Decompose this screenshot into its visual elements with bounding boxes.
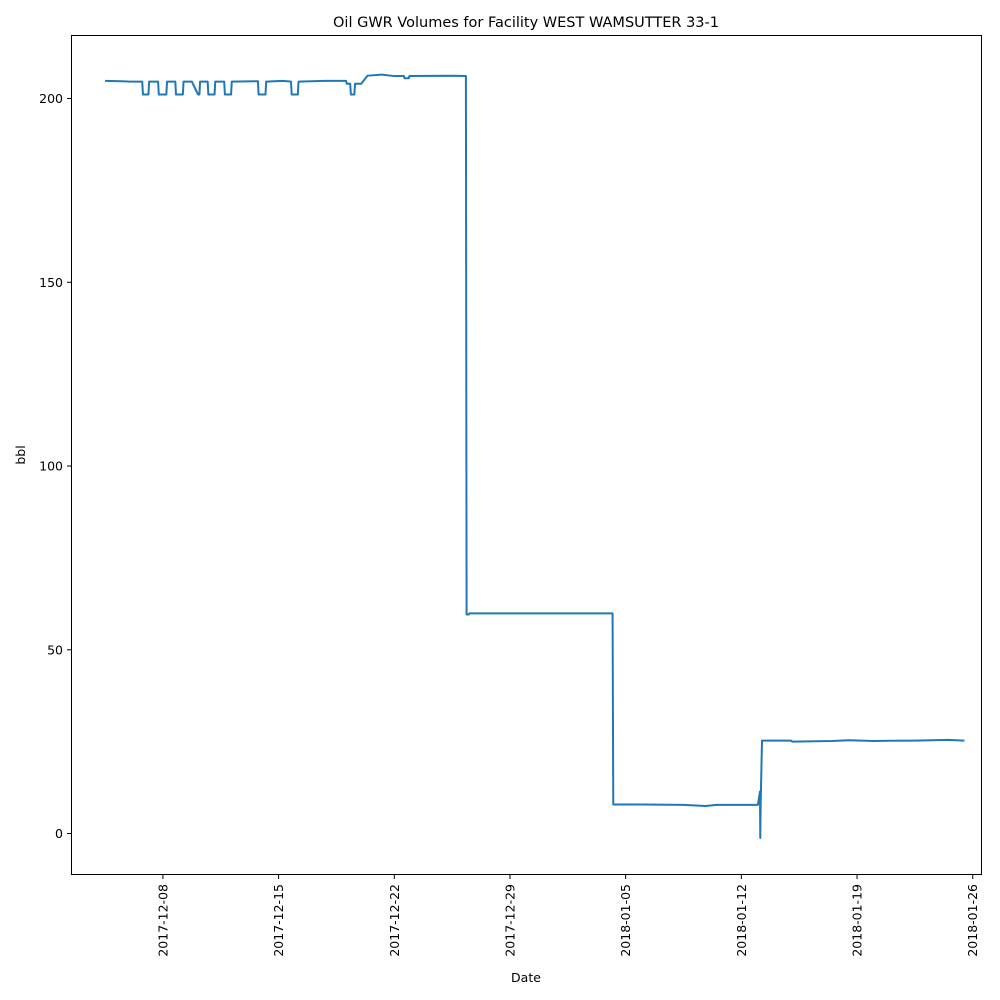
- x-tick-label: 2018-01-19: [850, 884, 865, 957]
- x-tick-label: 2017-12-29: [502, 884, 517, 957]
- x-tick-label: 2018-01-26: [965, 884, 980, 957]
- x-axis-label: Date: [511, 970, 541, 985]
- y-axis: 0 50 100 150 200: [39, 91, 72, 841]
- chart-title: Oil GWR Volumes for Facility WEST WAMSUT…: [333, 15, 719, 31]
- y-tick-label: 50: [47, 642, 63, 657]
- y-tick-label: 200: [39, 91, 63, 106]
- plot-frame: [71, 35, 982, 875]
- x-tick-label: 2017-12-15: [271, 884, 286, 957]
- plot-area: [71, 35, 982, 875]
- x-tick-label: 2018-01-05: [618, 884, 633, 957]
- y-tick-label: 100: [39, 459, 63, 474]
- series-line: [105, 73, 965, 839]
- x-tick-label: 2017-12-22: [387, 884, 402, 957]
- x-axis: 2017-12-08 2017-12-15 2017-12-22 2017-12-29…: [155, 874, 980, 957]
- y-tick-label: 0: [55, 826, 63, 841]
- x-tick-label: 2018-01-12: [734, 884, 749, 957]
- y-tick-label: 150: [39, 275, 63, 290]
- y-axis-label: bbl: [13, 445, 28, 464]
- x-tick-label: 2017-12-08: [155, 884, 170, 957]
